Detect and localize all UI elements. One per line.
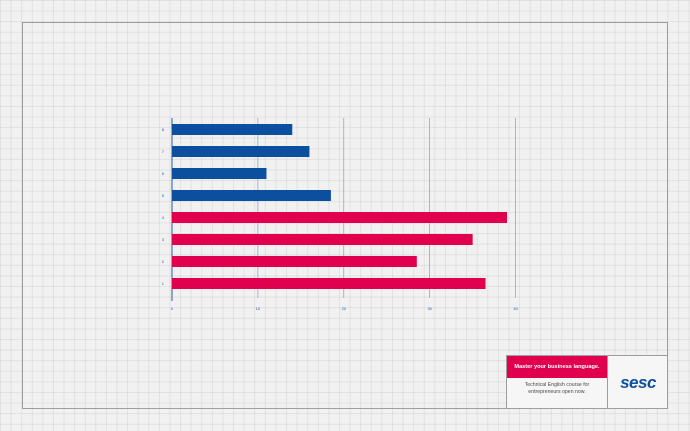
x-tick-label: 20 (342, 306, 347, 311)
y-tick-label: 4 (162, 215, 165, 220)
x-tick-label: 40 (513, 306, 518, 311)
brand-divider (607, 356, 608, 409)
y-tick-label: 7 (162, 149, 165, 154)
sesc-logo-mark: sesc (620, 373, 657, 392)
poster-frame (22, 22, 668, 409)
x-tick-label: 10 (256, 306, 261, 311)
y-tick-label: 1 (162, 281, 165, 286)
svg-text:sesc: sesc (620, 373, 657, 392)
bar (172, 256, 417, 267)
description-line-1: Technical English course for (524, 382, 590, 388)
y-tick-label: 2 (162, 259, 165, 264)
sesc-logo: sesc (608, 356, 668, 409)
bar (172, 212, 507, 223)
brand-box: Master your business language. Technical… (506, 355, 668, 409)
y-tick-label: 3 (162, 237, 165, 242)
description-line-2: entrepreneurs open now. (528, 389, 586, 396)
bar (172, 234, 473, 245)
x-tick-label: 0 (171, 306, 174, 311)
bar (172, 124, 293, 135)
brand-text-panel: Master your business language. Technical… (507, 356, 607, 409)
headline-banner: Master your business language. (507, 356, 607, 378)
bar (172, 190, 331, 201)
y-tick-label: 8 (162, 127, 165, 132)
course-description: Technical English course for entrepreneu… (507, 382, 607, 396)
bar (172, 146, 310, 157)
bar (172, 278, 486, 289)
x-tick-label: 30 (427, 306, 432, 311)
bar (172, 168, 267, 179)
y-tick-label: 5 (162, 193, 165, 198)
y-tick-label: 6 (162, 171, 165, 176)
headline-text: Master your business language. (514, 364, 600, 370)
